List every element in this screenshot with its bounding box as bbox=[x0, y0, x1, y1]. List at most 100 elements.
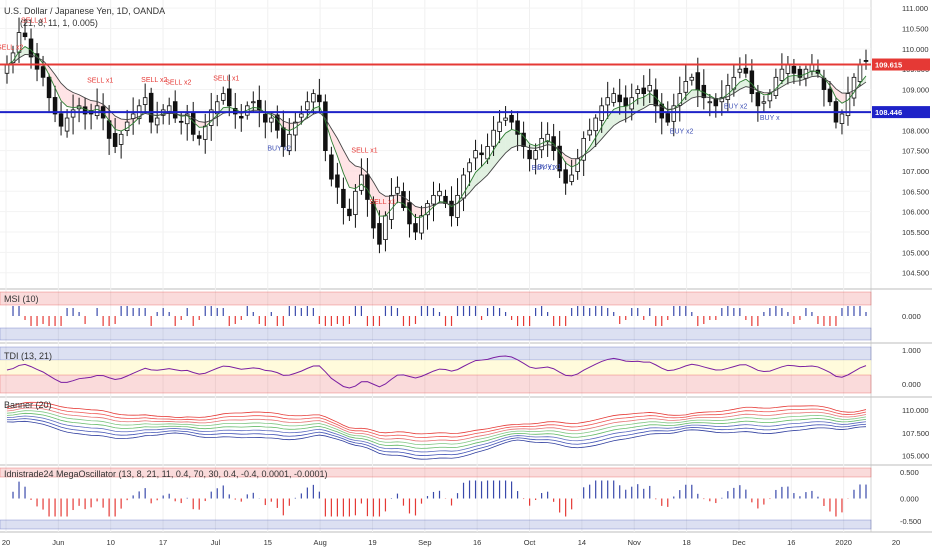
signal-label: SELL x1 bbox=[351, 147, 377, 154]
candle-body bbox=[191, 113, 195, 134]
candle-body bbox=[636, 90, 640, 94]
candle-body bbox=[143, 98, 147, 105]
candle-body bbox=[71, 110, 75, 117]
support-price-tag: 108.446 bbox=[875, 108, 902, 117]
panel-title-banner: Banner (20) bbox=[4, 400, 52, 410]
candle-body bbox=[828, 89, 832, 102]
candle-body bbox=[618, 95, 622, 102]
candle-body bbox=[498, 122, 502, 131]
candle-body bbox=[648, 85, 652, 91]
msi-oversold-band bbox=[0, 328, 871, 340]
candle-body bbox=[29, 39, 33, 57]
candle-body bbox=[570, 175, 574, 181]
x-tick-label: Sep bbox=[418, 538, 431, 547]
panel-title-tdi: TDI (13, 21) bbox=[4, 351, 52, 361]
msi-overbought-band bbox=[0, 292, 871, 305]
price-tick-label: 108.000 bbox=[902, 126, 929, 135]
signal-label: SELL x1 bbox=[213, 76, 239, 83]
candle-body bbox=[330, 155, 334, 179]
tdi-lower-band bbox=[0, 375, 871, 393]
tdi-neutral-band bbox=[0, 360, 871, 375]
candle-body bbox=[203, 126, 207, 139]
x-tick-label: 18 bbox=[682, 538, 690, 547]
candle-body bbox=[119, 134, 123, 144]
candle-body bbox=[642, 88, 646, 94]
price-tick-label: 109.000 bbox=[902, 86, 929, 95]
candle-body bbox=[474, 151, 478, 158]
candle-body bbox=[221, 94, 225, 101]
candle-body bbox=[504, 118, 508, 120]
mega-tick: -0.500 bbox=[900, 517, 921, 526]
candle-body bbox=[480, 153, 484, 155]
x-tick-label: 20 bbox=[2, 538, 10, 547]
signal-label: BUY x2 bbox=[724, 104, 748, 111]
candle-body bbox=[774, 77, 778, 95]
x-tick-label: 19 bbox=[368, 538, 376, 547]
x-tick-label: Dec bbox=[732, 538, 746, 547]
candle-body bbox=[744, 68, 748, 73]
candle-body bbox=[528, 150, 532, 158]
candle-body bbox=[281, 128, 285, 147]
signal-label: BUY x2 bbox=[670, 129, 694, 136]
candle-body bbox=[738, 69, 742, 72]
candle-body bbox=[149, 93, 153, 122]
candle-body bbox=[534, 151, 538, 160]
candle-body bbox=[762, 102, 766, 103]
candle-body bbox=[858, 65, 862, 81]
candle-body bbox=[708, 102, 712, 103]
panel-title-msi: MSI (10) bbox=[4, 294, 39, 304]
candle-body bbox=[348, 209, 352, 216]
candle-body bbox=[305, 102, 309, 110]
candle-body bbox=[612, 94, 616, 103]
x-tick-label: 15 bbox=[264, 538, 272, 547]
panel-title-megaosc: Idnistrade24 MegaOscillator (13, 8, 21, … bbox=[4, 469, 328, 479]
candle-body bbox=[438, 191, 442, 195]
candle-body bbox=[468, 163, 472, 172]
signal-label: SELL x2 bbox=[165, 79, 191, 86]
candle-body bbox=[666, 114, 670, 123]
candle-body bbox=[311, 94, 315, 102]
candle-body bbox=[269, 118, 273, 122]
x-tick-label: Aug bbox=[313, 538, 326, 547]
candle-body bbox=[59, 114, 63, 126]
x-tick-label: Oct bbox=[524, 538, 537, 547]
candle-body bbox=[792, 66, 796, 73]
candle-body bbox=[342, 189, 346, 207]
tdi-upper-band bbox=[0, 347, 871, 360]
x-tick-label: Nov bbox=[628, 538, 642, 547]
candle-body bbox=[606, 98, 610, 105]
mega-tick: 0.500 bbox=[900, 468, 919, 477]
candle-body bbox=[786, 65, 790, 73]
x-tick-label: 10 bbox=[107, 538, 115, 547]
symbol-title: U.S. Dollar / Japanese Yen, 1D, OANDA bbox=[4, 6, 165, 16]
candle-body bbox=[360, 175, 364, 190]
banner-tick: 110.000 bbox=[902, 406, 929, 415]
price-tick-label: 105.000 bbox=[902, 248, 929, 257]
candle-body bbox=[125, 122, 129, 130]
tdi-tick-bottom: 0.000 bbox=[902, 380, 921, 389]
candle-body bbox=[780, 69, 784, 80]
mega-oversold-band bbox=[0, 520, 871, 529]
candle-body bbox=[852, 77, 856, 98]
candle-body bbox=[684, 81, 688, 92]
candle-body bbox=[95, 106, 99, 116]
candle-body bbox=[408, 203, 412, 224]
price-tick-label: 105.500 bbox=[902, 228, 929, 237]
x-tick-label: Jul bbox=[211, 538, 221, 547]
banner-tick: 107.500 bbox=[902, 429, 929, 438]
candle-body bbox=[179, 121, 183, 122]
price-tick-label: 107.000 bbox=[902, 167, 929, 176]
candle-body bbox=[5, 65, 9, 73]
price-tick-label: 111.000 bbox=[902, 4, 928, 13]
candle-body bbox=[492, 130, 496, 146]
candle-body bbox=[251, 102, 255, 103]
price-tick-label: 106.500 bbox=[902, 187, 929, 196]
candle-body bbox=[420, 216, 424, 233]
candle-body bbox=[173, 102, 177, 118]
overlay-title: (21, 8, 11, 1, 0.005) bbox=[20, 18, 98, 28]
candle-body bbox=[396, 187, 400, 193]
candle-body bbox=[378, 223, 382, 244]
candle-body bbox=[227, 89, 231, 106]
